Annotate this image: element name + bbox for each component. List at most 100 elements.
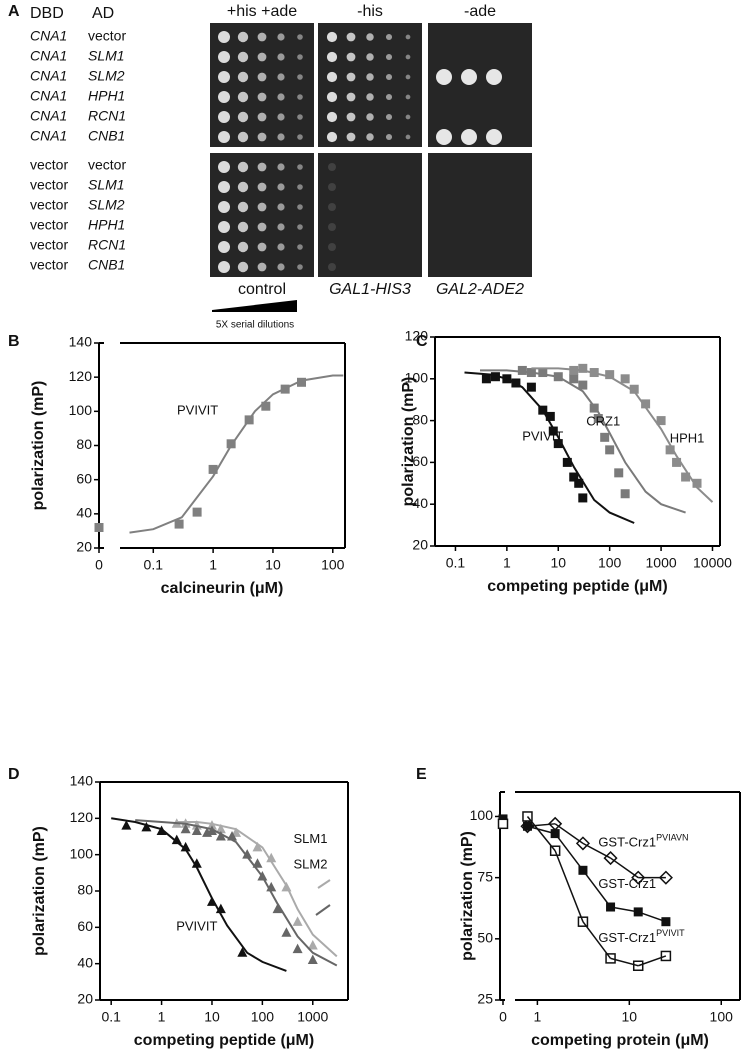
label-pointer xyxy=(317,879,331,889)
data-point xyxy=(141,821,152,832)
line-segment xyxy=(527,823,556,828)
colony xyxy=(277,133,285,141)
colony xyxy=(297,224,303,230)
data-point xyxy=(292,943,303,954)
ad-label: SLM1 xyxy=(88,48,125,64)
panel-letter: D xyxy=(8,766,20,783)
colony xyxy=(218,111,230,123)
colony xyxy=(237,241,249,253)
data-point xyxy=(215,823,226,834)
data-point xyxy=(481,374,491,384)
data-point xyxy=(545,411,555,421)
colony xyxy=(257,92,267,102)
data-point xyxy=(261,401,271,411)
x-tick-label: 100 xyxy=(321,557,345,573)
panel-letter: A xyxy=(8,3,20,20)
data-point xyxy=(692,478,702,488)
data-point xyxy=(553,439,563,449)
series-label: GST-Crz1 xyxy=(598,876,656,891)
colony xyxy=(218,31,230,43)
data-point xyxy=(215,831,226,841)
line-segment xyxy=(582,869,612,908)
line-segment xyxy=(526,815,556,852)
colony xyxy=(237,181,249,193)
y-tick-label: 25 xyxy=(477,991,493,1007)
colony xyxy=(326,71,338,83)
data-point xyxy=(206,825,217,836)
colony xyxy=(237,201,249,213)
colony xyxy=(237,161,249,173)
colony xyxy=(326,111,338,123)
data-point xyxy=(174,519,184,529)
series-name: GST-Crz1 xyxy=(598,876,656,891)
plate xyxy=(210,153,314,277)
line-segment xyxy=(637,911,667,923)
data-point xyxy=(605,370,615,380)
x-tick-label: 1000 xyxy=(646,555,677,571)
colony xyxy=(277,183,285,191)
reporter-label: GAL2-ADE2 xyxy=(436,281,524,298)
colony xyxy=(461,69,477,85)
series-name: GST-Crz1 xyxy=(598,930,656,945)
line-segment xyxy=(610,957,639,967)
data-point xyxy=(578,380,588,390)
y-tick-label: 80 xyxy=(77,882,93,898)
colony xyxy=(237,261,249,273)
colony xyxy=(436,69,452,85)
data-point xyxy=(629,384,639,394)
ad-label: vector xyxy=(88,157,126,173)
ad-label: RCN1 xyxy=(88,108,126,124)
data-point xyxy=(297,377,307,387)
ad-label: SLM2 xyxy=(88,68,125,84)
colony xyxy=(405,54,411,60)
colony xyxy=(277,33,285,41)
colony xyxy=(237,31,249,43)
data-point xyxy=(280,384,290,394)
y-tick-label: 100 xyxy=(405,370,429,386)
data-point xyxy=(593,414,603,424)
colony xyxy=(385,93,393,101)
y-tick-label: 140 xyxy=(70,773,94,789)
colony xyxy=(346,132,356,142)
data-point xyxy=(614,468,624,478)
data-point xyxy=(180,841,191,852)
x-tick-label: 10 xyxy=(265,557,281,573)
colony xyxy=(237,111,249,123)
series-name: CRZ1 xyxy=(586,414,620,429)
data-point xyxy=(569,472,579,482)
colony xyxy=(346,52,356,62)
x-tick-label: 100 xyxy=(251,1009,275,1025)
panel-letter: B xyxy=(8,333,20,350)
series-label: PVIVIT xyxy=(177,403,218,418)
colony xyxy=(237,51,249,63)
line-segment xyxy=(582,842,611,859)
y-tick-label: 60 xyxy=(76,470,92,486)
dbd-label: CNA1 xyxy=(30,88,67,104)
chart: D 20 40 60 80 100 120 140 0.1 1 10 100 1000 competing… xyxy=(8,766,349,1049)
data-point xyxy=(206,896,217,906)
data-point xyxy=(237,947,248,957)
data-point xyxy=(578,493,588,503)
y-tick-label: 20 xyxy=(76,539,92,555)
data-point xyxy=(257,870,268,881)
colony xyxy=(297,114,303,120)
y-axis-label: polarization (mP) xyxy=(31,826,48,956)
line-segment xyxy=(527,825,556,835)
colony xyxy=(326,31,338,43)
colony xyxy=(257,182,267,192)
dbd-label: vector xyxy=(30,217,68,233)
colony xyxy=(277,223,285,231)
data-point xyxy=(281,927,292,937)
data-point xyxy=(191,858,202,868)
data-point xyxy=(562,457,572,467)
y-tick-label: 40 xyxy=(412,495,428,511)
data-point xyxy=(292,916,303,926)
data-point xyxy=(191,825,202,836)
y-tick-label: 80 xyxy=(412,411,428,427)
colony xyxy=(366,73,374,81)
ad-label: RCN1 xyxy=(88,237,126,253)
colony xyxy=(405,134,411,140)
colony xyxy=(385,113,393,121)
data-point xyxy=(526,382,536,392)
colony xyxy=(385,73,393,81)
